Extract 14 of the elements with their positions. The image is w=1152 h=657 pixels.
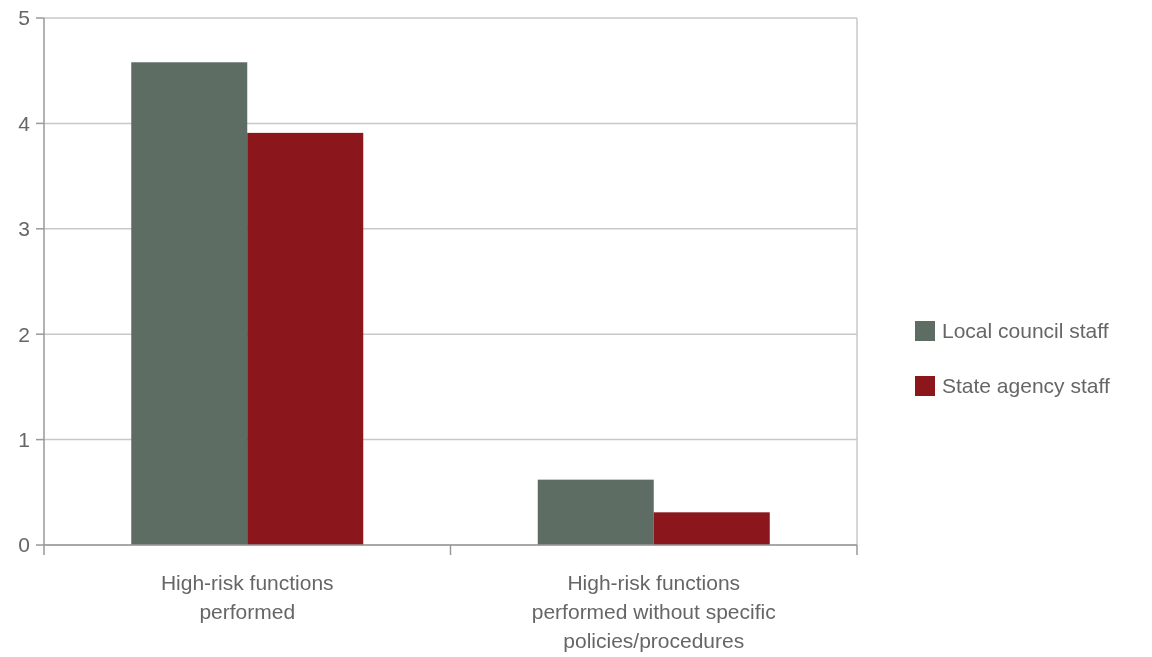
bar: [537, 479, 654, 545]
bar: [131, 62, 248, 545]
y-tick-label: 3: [18, 217, 30, 241]
y-tick-label: 0: [18, 533, 30, 557]
legend-label: Local council staff: [942, 319, 1109, 343]
y-tick-label: 2: [18, 322, 30, 346]
y-tick-label: 1: [18, 427, 30, 451]
bar: [247, 132, 364, 545]
x-tick-label: High-risk functions performed: [160, 571, 334, 623]
y-tick-label: 4: [18, 111, 31, 135]
y-tick-label: 5: [18, 6, 30, 30]
bar: [653, 512, 770, 545]
x-tick-label: High-risk functions performed without specific policies/procedures: [531, 571, 776, 652]
legend-label: State agency staff: [942, 374, 1110, 398]
